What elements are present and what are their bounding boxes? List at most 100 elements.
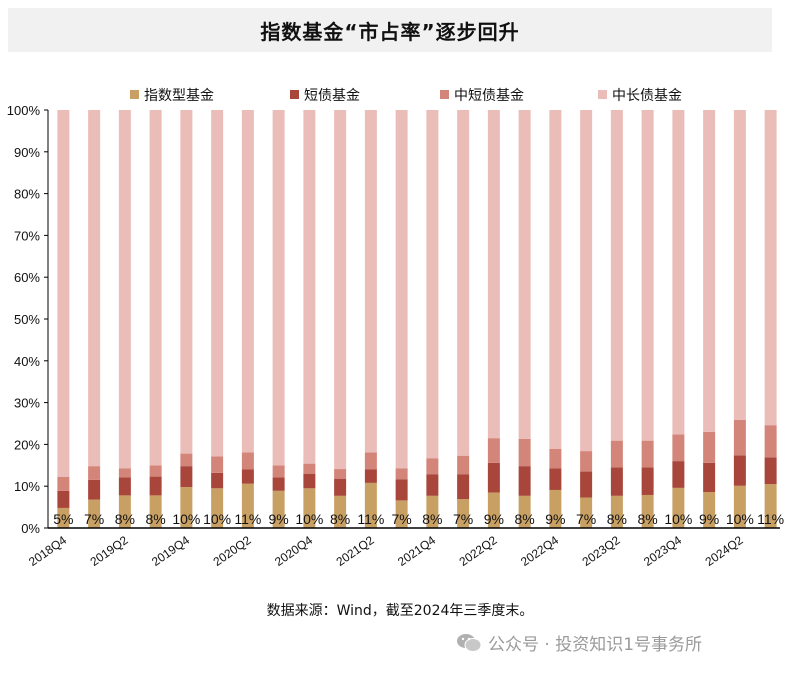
x-tick-label: 2018Q4 xyxy=(26,533,69,569)
title-bar: 指数基金“市占率”逐步回升 xyxy=(8,8,772,52)
x-tick-label: 2021Q4 xyxy=(395,533,438,569)
bar-segment-0 xyxy=(303,488,316,528)
x-tick-label: 2023Q2 xyxy=(580,533,623,569)
data-label: 10% xyxy=(203,511,231,527)
bar-segment-3 xyxy=(733,110,746,420)
data-label: 8% xyxy=(607,511,627,527)
bar-segment-2 xyxy=(272,465,285,478)
bar-segment-1 xyxy=(610,467,623,496)
legend-swatch xyxy=(440,90,449,99)
bar-segment-0 xyxy=(426,495,439,528)
x-tick-label: 2021Q2 xyxy=(334,533,377,569)
watermark-text: 公众号 · 投资知识1号事务所 xyxy=(488,635,703,655)
bar-segment-0 xyxy=(57,507,70,528)
bar-segment-3 xyxy=(426,110,439,459)
bar-segment-2 xyxy=(303,463,316,474)
x-tick-label: 2020Q2 xyxy=(211,533,254,569)
bar-segment-3 xyxy=(149,110,162,466)
bar-segment-0 xyxy=(672,487,685,528)
y-tick-label: 100% xyxy=(7,103,41,118)
x-tick-label: 2019Q4 xyxy=(149,533,192,569)
y-tick-label: 80% xyxy=(14,187,40,202)
watermark: 公众号 · 投资知识1号事务所 xyxy=(456,630,702,655)
bar-segment-2 xyxy=(487,438,500,463)
x-tick-label: 2022Q4 xyxy=(518,533,561,569)
bar-segment-0 xyxy=(764,484,777,528)
x-tick-label: 2019Q2 xyxy=(88,533,131,569)
bar-segment-2 xyxy=(672,434,685,462)
legend-label: 中短债基金 xyxy=(454,87,524,104)
y-tick-label: 20% xyxy=(14,437,40,452)
bar-segment-3 xyxy=(303,110,316,464)
bar-segment-3 xyxy=(549,110,562,449)
y-tick-label: 0% xyxy=(21,521,40,536)
bar-segment-2 xyxy=(426,458,439,475)
bar-segment-2 xyxy=(149,465,162,477)
legend-swatch xyxy=(130,90,139,99)
bar-segment-0 xyxy=(610,495,623,528)
data-label: 7% xyxy=(84,511,104,527)
bar-segment-3 xyxy=(364,110,377,453)
y-tick-label: 40% xyxy=(14,354,40,369)
wechat-icon xyxy=(456,633,482,653)
bar-segment-2 xyxy=(241,452,254,470)
bar-segment-0 xyxy=(549,489,562,528)
data-label: 9% xyxy=(545,511,565,527)
bar-segment-3 xyxy=(180,110,193,454)
bar-segment-1 xyxy=(149,476,162,496)
bar-segment-3 xyxy=(57,110,70,478)
data-label: 9% xyxy=(269,511,289,527)
data-label: 10% xyxy=(295,511,323,527)
bar-segment-1 xyxy=(518,466,531,496)
y-tick-label: 70% xyxy=(14,228,40,243)
bar-segment-2 xyxy=(457,455,470,475)
bar-segment-3 xyxy=(272,110,285,466)
x-tick-label: 2022Q2 xyxy=(457,533,500,569)
bar-segment-3 xyxy=(703,110,716,432)
data-label: 9% xyxy=(484,511,504,527)
data-label: 8% xyxy=(515,511,535,527)
bar-segment-3 xyxy=(211,110,224,457)
legend-swatch xyxy=(598,90,607,99)
bar-segment-1 xyxy=(426,474,439,496)
bar-segment-3 xyxy=(395,110,408,469)
bar-segment-3 xyxy=(580,110,593,452)
bar-segment-2 xyxy=(580,451,593,472)
data-label: 7% xyxy=(576,511,596,527)
bar-segment-2 xyxy=(610,440,623,468)
bar-segment-1 xyxy=(703,462,716,493)
bar-segment-2 xyxy=(57,477,70,491)
bar-segment-1 xyxy=(580,471,593,498)
bar-segment-0 xyxy=(518,495,531,528)
bar-segment-0 xyxy=(180,487,193,528)
data-label: 8% xyxy=(330,511,350,527)
bar-segment-2 xyxy=(641,440,654,468)
data-label: 9% xyxy=(699,511,719,527)
data-label: 5% xyxy=(53,511,73,527)
bar-segment-2 xyxy=(364,452,377,470)
data-label: 8% xyxy=(638,511,658,527)
bar-segment-1 xyxy=(118,477,131,496)
bar-segment-0 xyxy=(241,483,254,528)
data-label: 10% xyxy=(172,511,200,527)
y-tick-label: 30% xyxy=(14,396,40,411)
bar-segment-2 xyxy=(180,453,193,467)
chart-title: 指数基金“市占率”逐步回升 xyxy=(260,19,520,44)
bar-segment-0 xyxy=(211,488,224,528)
bar-segment-3 xyxy=(487,110,500,439)
bar-segment-1 xyxy=(395,479,408,501)
bar-segment-2 xyxy=(334,469,347,479)
bar-segment-1 xyxy=(487,462,500,493)
bar-segment-1 xyxy=(364,469,377,483)
bar-segment-1 xyxy=(57,490,70,508)
bar-segment-3 xyxy=(88,110,101,467)
source-note: 数据来源：Wind，截至2024年三季度末。 xyxy=(266,603,534,619)
legend-label: 短债基金 xyxy=(304,87,360,104)
legend-label: 指数型基金 xyxy=(144,87,214,104)
bar-segment-3 xyxy=(334,110,347,470)
bar-segment-0 xyxy=(149,495,162,528)
data-label: 8% xyxy=(422,511,442,527)
bar-segment-3 xyxy=(672,110,685,435)
bar-segment-3 xyxy=(457,110,470,456)
bar-segment-1 xyxy=(241,469,254,484)
